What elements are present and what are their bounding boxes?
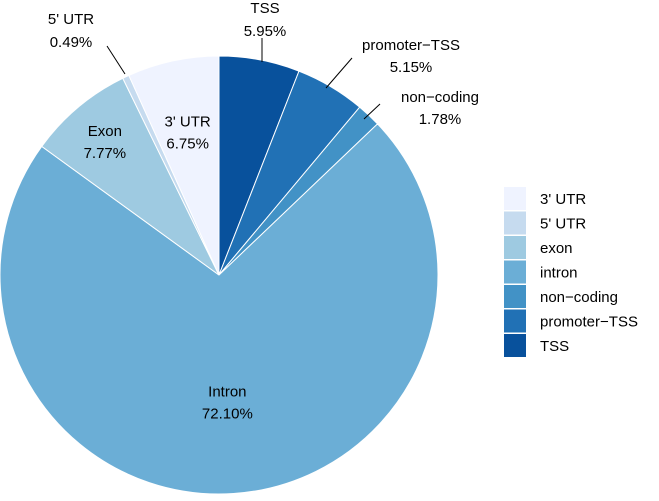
- slice-percent-promoter-tss: 5.15%: [390, 59, 433, 76]
- slice-label-non-coding: non−coding: [401, 89, 479, 106]
- slice-percent-3-utr: 6.75%: [166, 135, 209, 152]
- legend: 3' UTR 5' UTR exon intron non−coding promoter…: [504, 187, 638, 357]
- slice-label-5-utr: 5' UTR: [48, 11, 94, 28]
- legend-swatch-non-coding: [504, 285, 526, 308]
- legend-label-exon: exon: [540, 240, 573, 257]
- legend-swatch-promoter-tss: [504, 309, 526, 333]
- legend-swatch-3-utr: [504, 187, 526, 210]
- legend-swatch-tss: [504, 334, 526, 357]
- slice-percent-5-utr: 0.49%: [50, 34, 93, 51]
- slice-label-tss: TSS: [250, 0, 279, 17]
- label-leader-lines: [106, 38, 381, 120]
- leader-line-promoter-tss: [325, 57, 353, 89]
- legend-label-tss: TSS: [540, 338, 569, 355]
- leader-line-non-coding: [363, 103, 381, 120]
- slice-label-intron: Intron: [208, 384, 246, 401]
- pie-slice-3-utr: [128, 55, 220, 276]
- legend-label-non-coding: non−coding: [540, 289, 618, 306]
- slice-label-exon: Exon: [88, 123, 122, 140]
- slice-percent-exon: 7.77%: [84, 145, 127, 162]
- pie-slice-intron: [0, 123, 439, 495]
- pie-slices: [0, 55, 439, 495]
- slice-percent-tss: 5.95%: [244, 23, 287, 40]
- leader-line-5-utr: [106, 45, 126, 75]
- slice-percent-intron: 72.10%: [202, 406, 253, 423]
- legend-label-5-utr: 5' UTR: [540, 216, 586, 233]
- slice-label-promoter-tss: promoter−TSS: [362, 37, 460, 54]
- slice-percent-non-coding: 1.78%: [419, 111, 462, 128]
- slice-labels: TSS 5.95% promoter−TSS 5.15% non−coding 1.78%…: [48, 0, 479, 423]
- legend-label-promoter-tss: promoter−TSS: [540, 314, 638, 331]
- legend-swatch-intron: [504, 260, 526, 284]
- slice-label-3-utr: 3' UTR: [165, 113, 211, 130]
- legend-swatch-5-utr: [504, 211, 526, 235]
- pie-slice-exon: [41, 77, 220, 276]
- legend-label-intron: intron: [540, 265, 578, 282]
- legend-swatch-exon: [504, 236, 526, 259]
- legend-label-3-utr: 3' UTR: [540, 191, 586, 208]
